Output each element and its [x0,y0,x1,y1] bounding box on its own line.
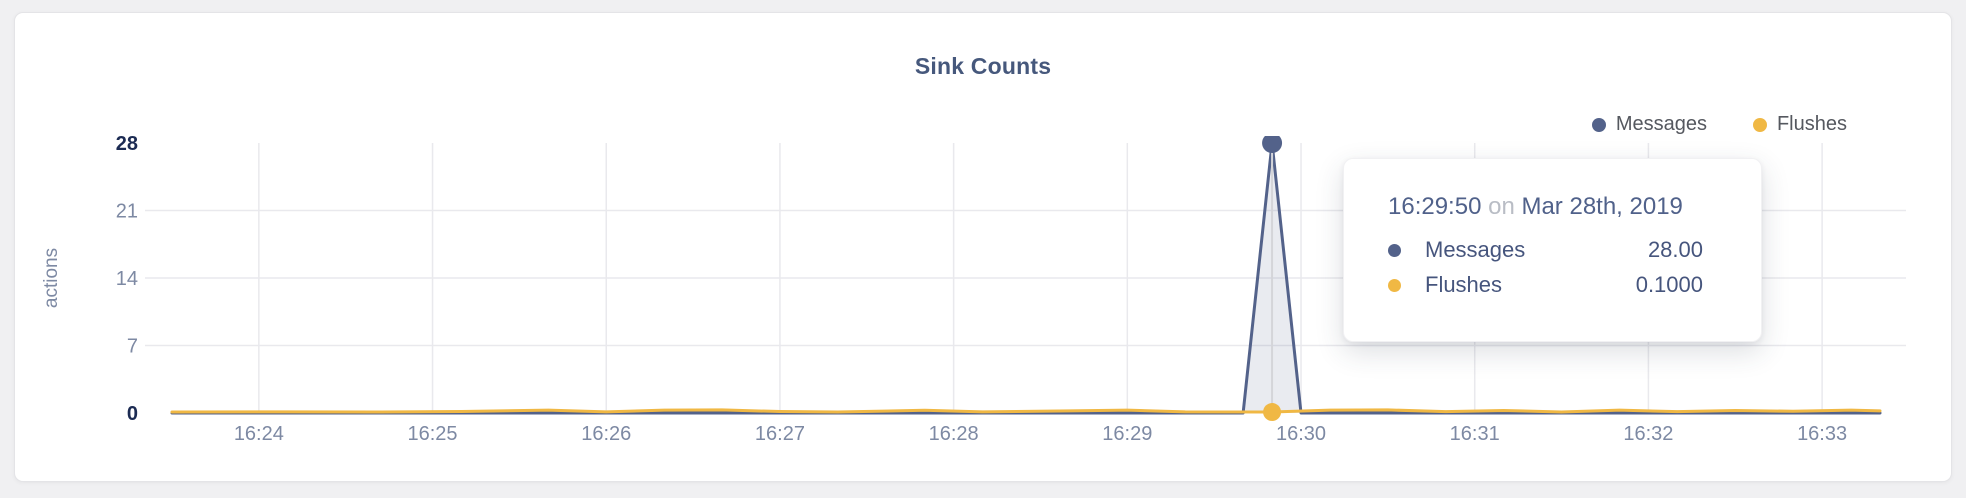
tooltip-series-value: 28.00 [1647,237,1703,262]
y-tick-label: 14 [116,268,138,290]
tooltip-row-flushes: Flushes 0.1000 [1388,272,1703,298]
legend-label-messages: Messages [1615,113,1707,135]
tooltip-header: 16:29:50 on Mar 28th, 2019 [1388,193,1703,221]
tooltip-time: 16:29:50 [1388,193,1482,220]
tooltip-rows: Messages 28.00 Flushes 0.1000 [1388,237,1703,298]
legend-label-flushes: Flushes [1776,113,1847,135]
x-tick-label: 16:24 [234,423,284,445]
flushes-point-marker[interactable] [1263,403,1282,422]
x-tick-label: 16:33 [1797,423,1847,445]
tooltip-series-value: 0.1000 [1635,272,1703,297]
legend-item-messages[interactable]: Messages [1591,113,1707,136]
y-tick-label: 28 [116,133,138,155]
legend-item-flushes[interactable]: Flushes [1752,113,1847,136]
tooltip-row-messages: Messages 28.00 [1388,237,1703,263]
x-tick-label: 16:31 [1450,423,1500,445]
x-tick-label: 16:25 [408,423,458,445]
tooltip-preposition: on [1488,193,1515,220]
messages-legend-dot-icon [1591,117,1606,132]
y-tick-label: 21 [116,201,138,223]
messages-dot-icon [1388,243,1401,257]
chart-tooltip: 16:29:50 on Mar 28th, 2019 Messages 28.0… [1343,158,1762,342]
x-tick-label: 16:27 [755,423,805,445]
y-tick-label: 0 [127,403,138,425]
flushes-dot-icon [1388,278,1401,292]
y-tick-label: 7 [127,336,138,358]
tooltip-date: Mar 28th, 2019 [1521,193,1683,220]
y-axis-title: actions [41,248,62,308]
flushes-legend-dot-icon [1752,117,1767,132]
x-tick-label: 16:26 [581,423,631,445]
chart-title: Sink Counts [914,53,1052,79]
x-tick-label: 16:32 [1623,423,1673,445]
x-tick-label: 16:28 [929,423,979,445]
x-tick-label: 16:29 [1102,423,1152,445]
flushes-line [170,408,1882,414]
messages-point-marker[interactable] [1262,133,1283,153]
tooltip-series-label: Flushes [1425,272,1503,297]
x-tick-label: 16:30 [1276,423,1326,445]
tooltip-series-label: Messages [1425,237,1526,262]
chart-legend: Messages Flushes [1591,113,1847,136]
